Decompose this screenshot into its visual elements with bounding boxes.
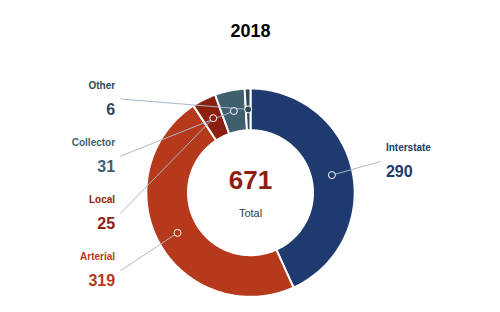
svg-text:Local: Local: [89, 194, 115, 205]
svg-text:31: 31: [97, 158, 115, 175]
svg-text:Arterial: Arterial: [80, 251, 115, 262]
svg-text:Interstate: Interstate: [386, 142, 431, 153]
svg-text:319: 319: [88, 272, 115, 289]
svg-text:Total: Total: [239, 207, 262, 219]
svg-text:290: 290: [386, 163, 413, 180]
svg-text:Collector: Collector: [72, 137, 115, 148]
svg-text:2018: 2018: [230, 21, 270, 41]
svg-text:Other: Other: [88, 80, 115, 91]
svg-text:6: 6: [106, 100, 115, 117]
svg-text:25: 25: [97, 215, 115, 232]
svg-text:671: 671: [229, 165, 272, 195]
